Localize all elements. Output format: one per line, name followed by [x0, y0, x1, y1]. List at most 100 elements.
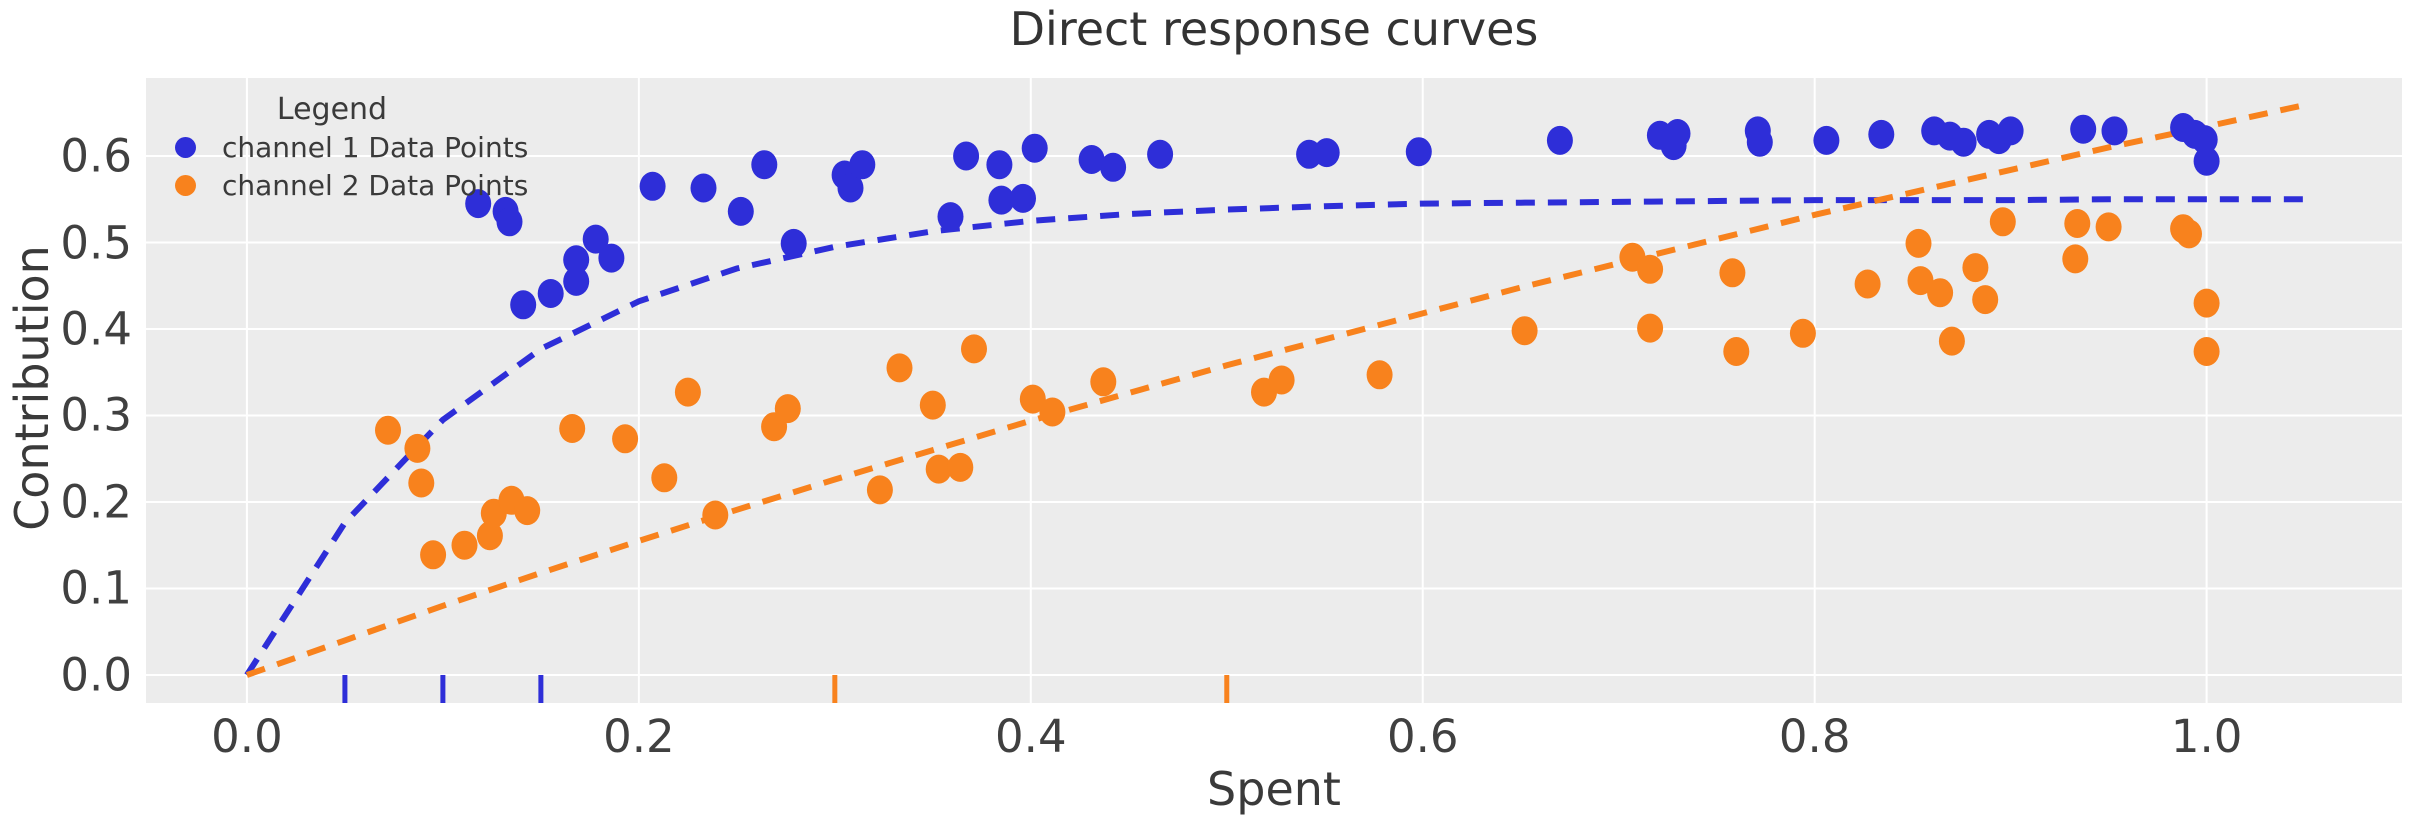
data-point-channel-1 — [1546, 125, 1573, 155]
data-point-channel-1 — [2191, 125, 2218, 155]
data-point-channel-2 — [559, 414, 586, 443]
data-point-channel-2 — [651, 463, 678, 493]
data-point-channel-2 — [947, 452, 974, 482]
legend-entry-label: channel 2 Data Points — [222, 168, 529, 202]
data-point-channel-2 — [919, 390, 946, 420]
data-point-channel-2 — [1927, 278, 1954, 308]
data-point-channel-2 — [961, 334, 987, 364]
data-point-channel-2 — [886, 353, 913, 383]
legend: Legend channel 1 Data Points channel 2 Da… — [167, 92, 528, 204]
data-point-channel-1 — [563, 245, 590, 275]
data-point-channel-1 — [780, 228, 807, 258]
data-point-channel-2 — [774, 394, 801, 424]
data-point-channel-1 — [937, 202, 964, 232]
data-point-channel-1 — [837, 173, 864, 203]
y-tick-label: 0.3 — [60, 388, 132, 442]
data-point-channel-1 — [1950, 127, 1977, 157]
data-point-channel-2 — [420, 540, 447, 570]
data-point-channel-2 — [1019, 384, 1046, 414]
x-tick-label: 1.0 — [2170, 710, 2243, 763]
data-point-channel-1 — [849, 150, 876, 180]
data-point-channel-1 — [2070, 114, 2097, 144]
data-point-channel-1 — [690, 173, 717, 203]
data-point-channel-2 — [408, 468, 435, 498]
data-point-channel-2 — [1637, 254, 1664, 284]
data-point-channel-2 — [612, 424, 639, 454]
data-point-channel-1 — [582, 224, 609, 254]
data-point-channel-2 — [1090, 367, 1117, 397]
data-point-channel-2 — [1268, 365, 1295, 395]
channel-2-response-curve — [245, 102, 2306, 678]
data-point-channel-2 — [2062, 244, 2089, 274]
data-point-channel-2 — [1989, 207, 2016, 237]
y-tick-label: 0.5 — [60, 216, 132, 269]
data-point-channel-1 — [986, 150, 1013, 180]
x-tick-label: 0.6 — [1386, 710, 1459, 763]
data-point-channel-2 — [1854, 269, 1881, 299]
data-point-channel-1 — [1405, 137, 1432, 167]
data-point-channel-2 — [1637, 313, 1664, 343]
data-point-channel-2 — [2193, 288, 2220, 318]
data-point-channel-2 — [1972, 285, 1999, 315]
data-point-channel-1 — [1813, 125, 1840, 155]
data-point-channel-2 — [514, 496, 541, 526]
data-point-channel-1 — [2193, 146, 2220, 176]
x-tick-label: 0.4 — [995, 710, 1067, 763]
data-point-channel-2 — [1905, 228, 1932, 258]
data-point-channel-2 — [925, 454, 952, 484]
y-axis-label: Contribution — [5, 245, 59, 531]
data-point-channel-1 — [496, 207, 523, 237]
legend-entry-label: channel 1 Data Points — [222, 130, 529, 164]
data-point-channel-2 — [2064, 209, 2091, 238]
data-point-channel-1 — [639, 171, 666, 201]
data-point-channel-2 — [1723, 337, 1750, 366]
channel-1-response-curve — [244, 196, 2305, 677]
data-point-channel-2 — [2176, 219, 2202, 249]
y-tick-label: 0.0 — [60, 648, 132, 702]
data-point-channel-1 — [1021, 133, 1048, 163]
data-point-channel-2 — [476, 521, 503, 551]
data-point-channel-1 — [1868, 119, 1895, 149]
legend-marker-icon — [175, 174, 196, 196]
data-point-channel-2 — [451, 530, 478, 560]
y-tick-label: 0.6 — [60, 129, 132, 183]
data-point-channel-2 — [375, 415, 401, 445]
data-point-channel-2 — [1789, 318, 1816, 348]
data-point-channel-1 — [1746, 127, 1773, 157]
data-point-channel-2 — [2095, 212, 2122, 242]
data-point-channel-1 — [1010, 183, 1036, 213]
x-tick-label: 0.2 — [603, 710, 675, 763]
y-tick-label: 0.2 — [60, 475, 132, 529]
data-point-channel-2 — [1907, 266, 1934, 296]
y-tick-label: 0.1 — [60, 561, 132, 615]
data-point-channel-1 — [727, 196, 754, 226]
data-point-channel-2 — [1719, 258, 1746, 288]
data-point-channel-1 — [988, 185, 1015, 215]
data-point-channel-1 — [537, 279, 564, 308]
y-tick-label: 0.4 — [60, 302, 132, 356]
legend-entry: channel 2 Data Points — [167, 166, 528, 204]
data-point-channel-2 — [866, 475, 893, 505]
legend-title: Legend — [276, 92, 388, 127]
data-point-channel-1 — [563, 266, 590, 296]
data-point-channel-2 — [1511, 316, 1538, 346]
data-point-channel-2 — [1366, 360, 1393, 390]
data-point-channel-1 — [1313, 138, 1340, 168]
x-tick-label: 0.0 — [211, 710, 283, 763]
data-point-channel-1 — [1147, 139, 1174, 169]
data-point-channel-2 — [702, 500, 729, 530]
legend-entry: channel 1 Data Points — [167, 128, 528, 166]
data-point-channel-1 — [1078, 145, 1105, 174]
data-point-channel-2 — [1962, 253, 1989, 283]
legend-marker-icon — [175, 136, 196, 158]
data-point-channel-2 — [404, 433, 431, 463]
data-point-channel-2 — [1938, 326, 1965, 356]
data-point-channel-1 — [1997, 116, 2024, 146]
data-point-channel-1 — [598, 243, 625, 273]
data-point-channel-1 — [953, 141, 980, 171]
data-point-channel-2 — [674, 377, 701, 407]
data-point-channel-1 — [751, 150, 778, 180]
data-point-channel-1 — [2101, 116, 2128, 146]
